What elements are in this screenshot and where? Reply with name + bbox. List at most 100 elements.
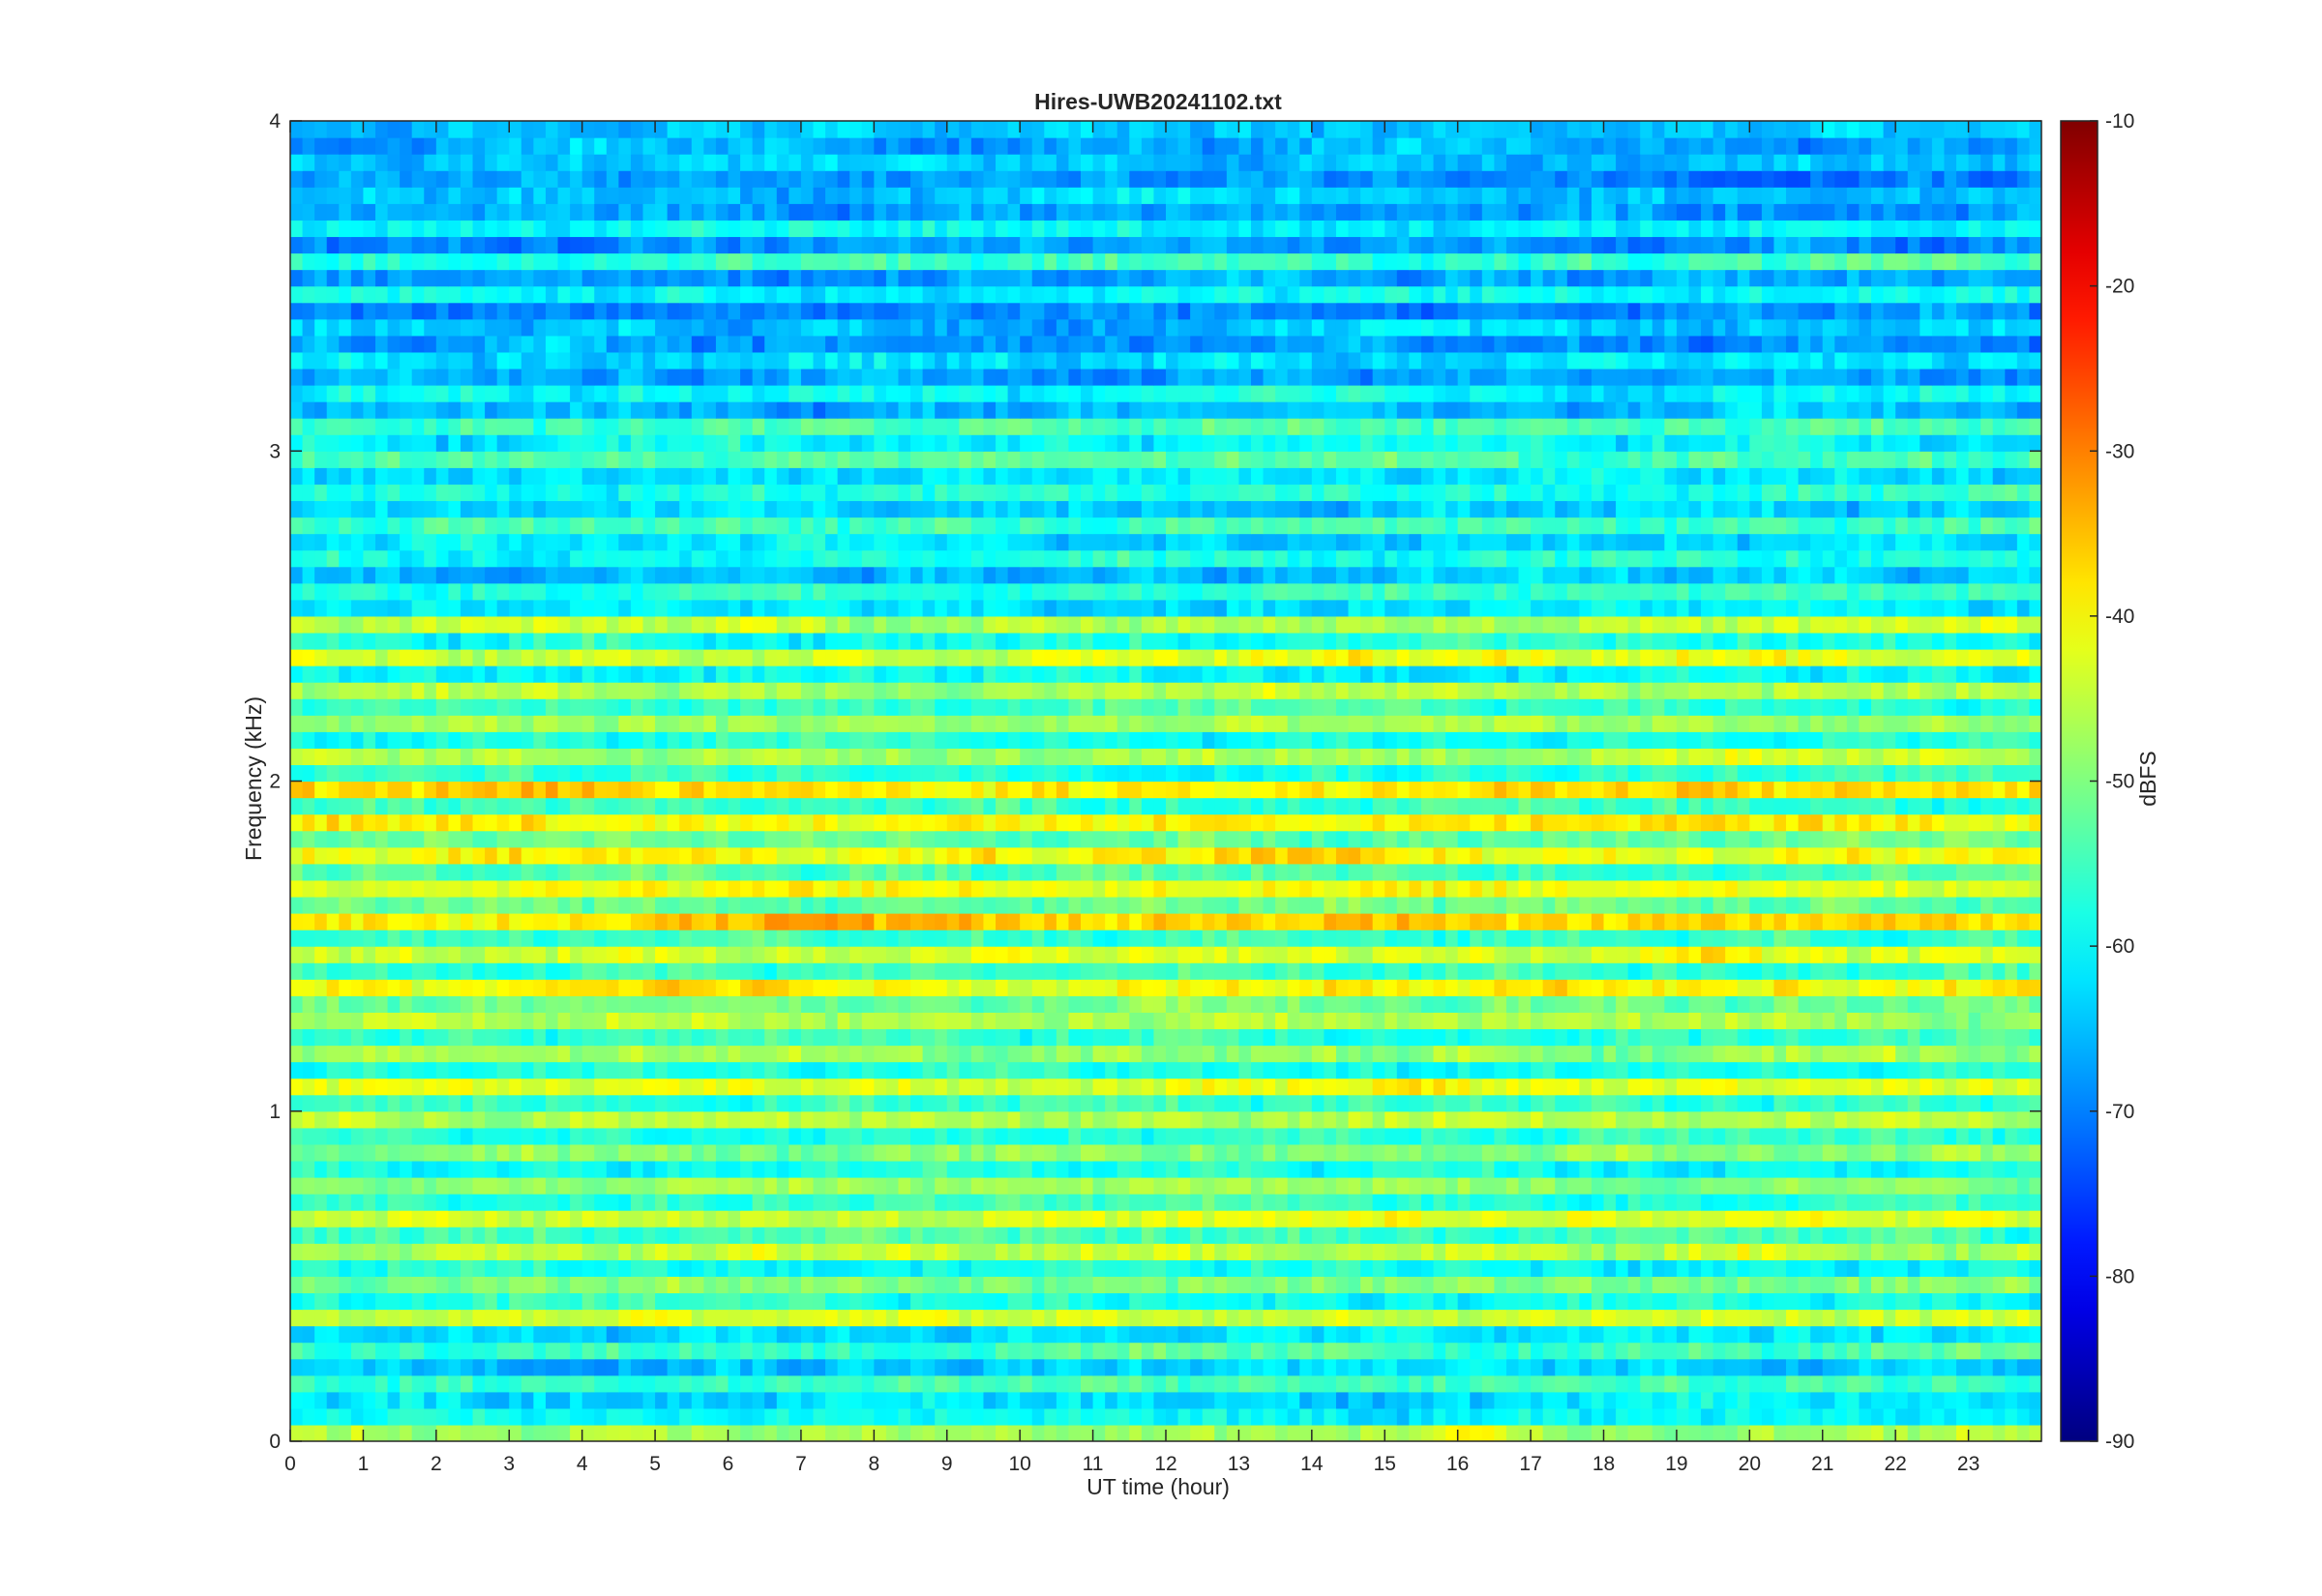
- heatmap-cell: [1263, 1143, 1276, 1162]
- heatmap-cell: [570, 1374, 583, 1393]
- heatmap-cell: [764, 1028, 778, 1047]
- heatmap-cell: [1652, 1292, 1665, 1311]
- heatmap-cell: [290, 1374, 304, 1393]
- heatmap-cell: [1214, 1094, 1228, 1112]
- heatmap-cell: [1433, 1391, 1446, 1409]
- heatmap-cell: [752, 863, 765, 881]
- heatmap-cell: [1920, 1160, 1933, 1178]
- heatmap-cell: [764, 863, 778, 881]
- heatmap-cell: [1348, 1358, 1361, 1376]
- heatmap-cell: [594, 1160, 608, 1178]
- heatmap-cell: [825, 1194, 839, 1211]
- heatmap-cell: [1420, 1160, 1435, 1178]
- heatmap-cell: [655, 1292, 669, 1311]
- heatmap-cell: [1311, 1160, 1325, 1178]
- heatmap-cell: [496, 962, 510, 980]
- heatmap-cell: [630, 1342, 644, 1360]
- heatmap-cell: [1105, 946, 1118, 963]
- heatmap-cell: [496, 896, 510, 914]
- heatmap-cell: [1627, 879, 1641, 898]
- heatmap-cell: [789, 1061, 802, 1079]
- heatmap-cell: [1166, 1276, 1179, 1294]
- heatmap-cell: [424, 962, 437, 980]
- heatmap-cell: [1822, 979, 1835, 996]
- heatmap-cell: [1944, 930, 1957, 947]
- heatmap-cell: [1311, 1358, 1325, 1376]
- heatmap-cell: [350, 946, 365, 963]
- heatmap-cell: [570, 1078, 583, 1096]
- heatmap-cell: [715, 863, 729, 881]
- heatmap-cell: [424, 1177, 437, 1195]
- heatmap-cell: [1360, 1292, 1374, 1311]
- heatmap-cell: [1701, 1110, 1714, 1129]
- heatmap-cell: [1396, 1325, 1410, 1344]
- heatmap-cell: [1725, 1407, 1739, 1426]
- heatmap-cell: [1640, 946, 1653, 963]
- heatmap-cell: [1701, 1028, 1714, 1047]
- heatmap-cell: [400, 1243, 413, 1260]
- heatmap-cell: [302, 946, 315, 963]
- heatmap-cell: [1798, 1259, 1811, 1277]
- heatmap-cell: [959, 1342, 972, 1360]
- heatmap-cell: [813, 913, 826, 931]
- heatmap-cell: [1250, 1210, 1265, 1227]
- heatmap-cell: [1081, 979, 1094, 996]
- heatmap-cell: [1299, 1194, 1313, 1211]
- heatmap-cell: [1701, 1342, 1714, 1360]
- heatmap-cell: [935, 1424, 948, 1441]
- heatmap-cell: [1883, 896, 1896, 914]
- heatmap-cell: [1531, 1309, 1544, 1327]
- heatmap-cell: [1105, 1276, 1118, 1294]
- heatmap-cell: [1238, 962, 1252, 980]
- heatmap-cell: [1895, 1012, 1909, 1030]
- heatmap-cell: [1944, 1259, 1957, 1277]
- heatmap-cell: [789, 1078, 802, 1096]
- heatmap-cell: [1505, 1276, 1520, 1294]
- heatmap-cell: [1396, 1094, 1410, 1112]
- heatmap-cell: [557, 863, 571, 881]
- heatmap-cell: [1640, 1358, 1653, 1376]
- heatmap-cell: [1846, 1342, 1861, 1360]
- heatmap-cell: [1834, 1227, 1848, 1244]
- heatmap-cell: [1907, 1127, 1920, 1145]
- heatmap-cell: [1992, 1325, 2006, 1344]
- heatmap-cell: [922, 1012, 936, 1030]
- heatmap-cell: [350, 1424, 365, 1441]
- heatmap-cell: [570, 1194, 583, 1211]
- heatmap-cell: [740, 1028, 754, 1047]
- heatmap-cell: [922, 930, 936, 947]
- heatmap-cell: [545, 946, 559, 963]
- heatmap-cell: [1798, 1391, 1811, 1409]
- heatmap-cell: [1579, 1374, 1593, 1393]
- heatmap-cell: [1129, 896, 1143, 914]
- heatmap-cell: [1409, 1194, 1422, 1211]
- heatmap-cell: [374, 1127, 389, 1145]
- heatmap-cell: [642, 879, 656, 898]
- heatmap-cell: [1299, 1391, 1313, 1409]
- heatmap-cell: [1068, 995, 1082, 1013]
- heatmap-cell: [1627, 1227, 1641, 1244]
- heatmap-cell: [1712, 1276, 1726, 1294]
- heatmap-cell: [813, 995, 826, 1013]
- heatmap-cell: [1324, 1012, 1337, 1030]
- heatmap-cell: [570, 879, 583, 898]
- heatmap-cell: [825, 962, 839, 980]
- heatmap-cell: [1542, 1342, 1556, 1360]
- heatmap-cell: [387, 946, 401, 963]
- heatmap-cell: [350, 1292, 365, 1311]
- heatmap-cell: [740, 1127, 754, 1145]
- heatmap-cell: [1105, 1210, 1118, 1227]
- heatmap-cell: [435, 1127, 449, 1145]
- heatmap-cell: [910, 930, 924, 947]
- heatmap-cell: [1883, 1424, 1896, 1441]
- heatmap-cell: [1980, 1374, 1994, 1393]
- heatmap-cell: [1141, 1276, 1155, 1294]
- heatmap-cell: [521, 913, 534, 931]
- heatmap-cell: [1907, 1177, 1920, 1195]
- heatmap-cell: [1712, 1358, 1726, 1376]
- heatmap-cell: [1518, 1407, 1532, 1426]
- heatmap-cell: [1287, 1061, 1300, 1079]
- heatmap-cell: [1068, 979, 1082, 996]
- heatmap-cell: [1712, 913, 1726, 931]
- heatmap-cell: [448, 1194, 461, 1211]
